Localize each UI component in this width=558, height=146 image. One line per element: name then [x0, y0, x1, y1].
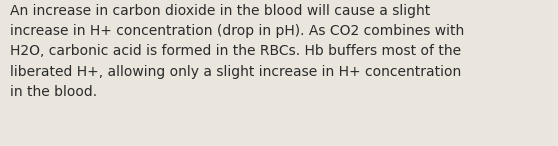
Text: An increase in carbon dioxide in the blood will cause a slight
increase in H+ co: An increase in carbon dioxide in the blo… [10, 4, 464, 99]
